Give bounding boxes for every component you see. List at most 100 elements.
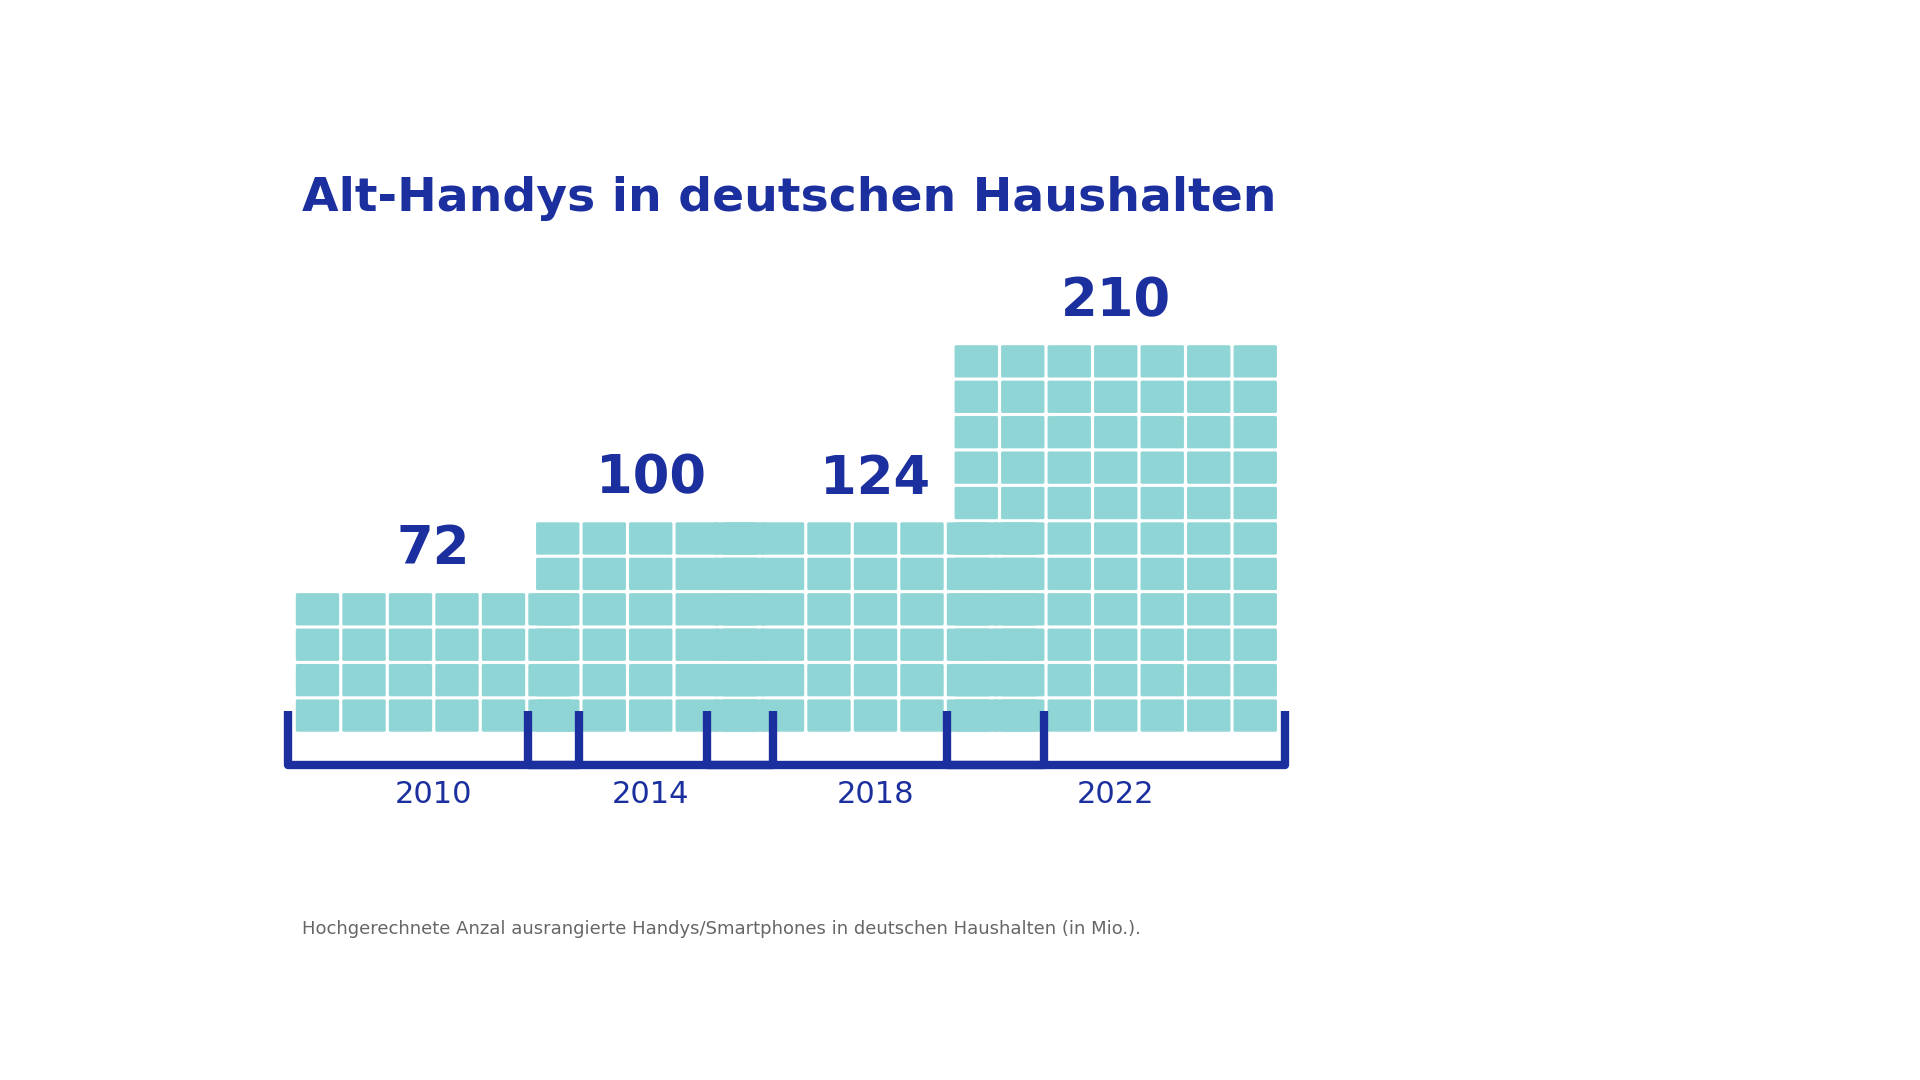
Text: 72: 72 bbox=[397, 524, 470, 576]
FancyBboxPatch shape bbox=[1187, 557, 1231, 590]
FancyBboxPatch shape bbox=[714, 629, 758, 661]
FancyBboxPatch shape bbox=[760, 523, 804, 555]
FancyBboxPatch shape bbox=[947, 700, 991, 732]
FancyBboxPatch shape bbox=[482, 664, 526, 697]
FancyBboxPatch shape bbox=[676, 629, 718, 661]
FancyBboxPatch shape bbox=[342, 664, 386, 697]
FancyBboxPatch shape bbox=[436, 629, 478, 661]
FancyBboxPatch shape bbox=[954, 700, 998, 732]
FancyBboxPatch shape bbox=[536, 557, 580, 590]
FancyBboxPatch shape bbox=[676, 557, 718, 590]
FancyBboxPatch shape bbox=[1233, 346, 1277, 378]
FancyBboxPatch shape bbox=[536, 629, 580, 661]
FancyBboxPatch shape bbox=[900, 700, 945, 732]
FancyBboxPatch shape bbox=[1000, 557, 1044, 590]
FancyBboxPatch shape bbox=[1233, 629, 1277, 661]
FancyBboxPatch shape bbox=[1233, 416, 1277, 448]
FancyBboxPatch shape bbox=[954, 664, 998, 697]
FancyBboxPatch shape bbox=[1000, 487, 1044, 519]
FancyBboxPatch shape bbox=[993, 523, 1037, 555]
FancyBboxPatch shape bbox=[1000, 451, 1044, 484]
FancyBboxPatch shape bbox=[1094, 664, 1137, 697]
FancyBboxPatch shape bbox=[1233, 451, 1277, 484]
FancyBboxPatch shape bbox=[1048, 664, 1091, 697]
FancyBboxPatch shape bbox=[1094, 557, 1137, 590]
FancyBboxPatch shape bbox=[1187, 346, 1231, 378]
FancyBboxPatch shape bbox=[954, 346, 998, 378]
FancyBboxPatch shape bbox=[900, 664, 945, 697]
FancyBboxPatch shape bbox=[947, 523, 991, 555]
FancyBboxPatch shape bbox=[1187, 700, 1231, 732]
FancyBboxPatch shape bbox=[582, 629, 626, 661]
FancyBboxPatch shape bbox=[296, 629, 340, 661]
FancyBboxPatch shape bbox=[1094, 487, 1137, 519]
FancyBboxPatch shape bbox=[854, 557, 897, 590]
FancyBboxPatch shape bbox=[806, 700, 851, 732]
Text: 100: 100 bbox=[595, 453, 707, 504]
FancyBboxPatch shape bbox=[854, 664, 897, 697]
FancyBboxPatch shape bbox=[760, 557, 804, 590]
FancyBboxPatch shape bbox=[342, 593, 386, 625]
FancyBboxPatch shape bbox=[1000, 664, 1044, 697]
Text: Alt-Handys in deutschen Haushalten: Alt-Handys in deutschen Haushalten bbox=[301, 176, 1277, 220]
FancyBboxPatch shape bbox=[993, 664, 1037, 697]
FancyBboxPatch shape bbox=[760, 664, 804, 697]
FancyBboxPatch shape bbox=[1000, 346, 1044, 378]
FancyBboxPatch shape bbox=[806, 664, 851, 697]
FancyBboxPatch shape bbox=[1094, 593, 1137, 625]
FancyBboxPatch shape bbox=[388, 664, 432, 697]
FancyBboxPatch shape bbox=[1233, 593, 1277, 625]
FancyBboxPatch shape bbox=[947, 629, 991, 661]
FancyBboxPatch shape bbox=[482, 629, 526, 661]
FancyBboxPatch shape bbox=[993, 557, 1037, 590]
FancyBboxPatch shape bbox=[947, 664, 991, 697]
FancyBboxPatch shape bbox=[714, 557, 758, 590]
FancyBboxPatch shape bbox=[1094, 346, 1137, 378]
FancyBboxPatch shape bbox=[1094, 416, 1137, 448]
FancyBboxPatch shape bbox=[436, 593, 478, 625]
FancyBboxPatch shape bbox=[582, 557, 626, 590]
FancyBboxPatch shape bbox=[1094, 629, 1137, 661]
FancyBboxPatch shape bbox=[854, 523, 897, 555]
Text: 2010: 2010 bbox=[396, 780, 472, 809]
FancyBboxPatch shape bbox=[1000, 380, 1044, 413]
FancyBboxPatch shape bbox=[1140, 451, 1185, 484]
FancyBboxPatch shape bbox=[1140, 523, 1185, 555]
Text: 124: 124 bbox=[820, 453, 931, 504]
FancyBboxPatch shape bbox=[954, 380, 998, 413]
FancyBboxPatch shape bbox=[1000, 629, 1044, 661]
FancyBboxPatch shape bbox=[1140, 487, 1185, 519]
Text: 2022: 2022 bbox=[1077, 780, 1154, 809]
Text: 2014: 2014 bbox=[612, 780, 689, 809]
FancyBboxPatch shape bbox=[630, 593, 672, 625]
FancyBboxPatch shape bbox=[760, 700, 804, 732]
FancyBboxPatch shape bbox=[1048, 487, 1091, 519]
FancyBboxPatch shape bbox=[947, 557, 991, 590]
FancyBboxPatch shape bbox=[582, 664, 626, 697]
FancyBboxPatch shape bbox=[954, 523, 998, 555]
FancyBboxPatch shape bbox=[296, 593, 340, 625]
FancyBboxPatch shape bbox=[954, 487, 998, 519]
FancyBboxPatch shape bbox=[1048, 380, 1091, 413]
FancyBboxPatch shape bbox=[388, 629, 432, 661]
FancyBboxPatch shape bbox=[1233, 487, 1277, 519]
FancyBboxPatch shape bbox=[954, 593, 998, 625]
FancyBboxPatch shape bbox=[806, 557, 851, 590]
FancyBboxPatch shape bbox=[1140, 593, 1185, 625]
FancyBboxPatch shape bbox=[1094, 451, 1137, 484]
FancyBboxPatch shape bbox=[1233, 700, 1277, 732]
FancyBboxPatch shape bbox=[1187, 629, 1231, 661]
FancyBboxPatch shape bbox=[1187, 593, 1231, 625]
FancyBboxPatch shape bbox=[1048, 523, 1091, 555]
FancyBboxPatch shape bbox=[722, 664, 766, 697]
FancyBboxPatch shape bbox=[1140, 557, 1185, 590]
FancyBboxPatch shape bbox=[1048, 451, 1091, 484]
FancyBboxPatch shape bbox=[1140, 700, 1185, 732]
FancyBboxPatch shape bbox=[582, 593, 626, 625]
FancyBboxPatch shape bbox=[528, 700, 572, 732]
FancyBboxPatch shape bbox=[993, 593, 1037, 625]
Text: 2018: 2018 bbox=[837, 780, 914, 809]
FancyBboxPatch shape bbox=[714, 700, 758, 732]
FancyBboxPatch shape bbox=[676, 523, 718, 555]
FancyBboxPatch shape bbox=[1094, 380, 1137, 413]
